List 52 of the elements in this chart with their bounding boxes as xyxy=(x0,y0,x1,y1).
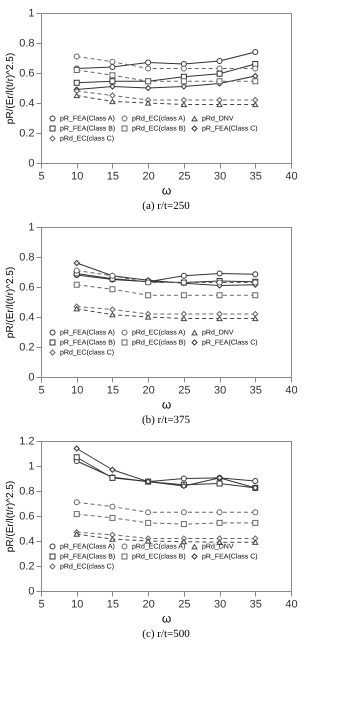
y-tick-label: 0.8 xyxy=(19,38,34,50)
y-tick-label: 0.8 xyxy=(19,252,34,264)
y-tick-label: 0.4 xyxy=(19,312,34,324)
x-tick-label: 20 xyxy=(142,384,155,396)
y-tick-label: 0.6 xyxy=(19,68,34,80)
y-tick-label: 0.2 xyxy=(19,560,34,572)
x-tick-label: 30 xyxy=(214,598,226,610)
x-tick-label: 10 xyxy=(71,384,84,396)
x-tick-label: 5 xyxy=(38,598,45,610)
x-tick-label: 25 xyxy=(178,384,190,396)
x-axis-title: ω xyxy=(162,398,172,412)
x-tick-label: 10 xyxy=(71,598,84,610)
x-tick-label: 15 xyxy=(106,384,120,396)
x-tick-label: 35 xyxy=(250,598,262,610)
y-tick-label: 0.2 xyxy=(19,128,34,140)
text: (c) r/t=500 xyxy=(142,628,190,640)
y-tick-label: 1 xyxy=(28,8,34,20)
y-tick-label: 0.4 xyxy=(19,98,34,110)
y-tick-label: 0.2 xyxy=(19,342,34,354)
x-tick-label: 5 xyxy=(38,384,45,396)
x-tick-label: 20 xyxy=(142,598,155,610)
y-axis-title: pR/(Er/l(t/r)^2.5) xyxy=(5,266,16,338)
x-tick-label: 25 xyxy=(178,170,190,182)
y-tick-label: 0.8 xyxy=(19,486,34,498)
x-tick-label: 15 xyxy=(106,598,120,610)
y-tick-label: 0.6 xyxy=(19,282,34,294)
y-axis-title: pR/(Er/l(t/r)^2.5) xyxy=(5,480,16,552)
y-tick-label: 0 xyxy=(28,158,34,170)
x-tick-label: 40 xyxy=(285,170,298,182)
y-tick-label: 1 xyxy=(28,222,34,234)
y-tick-label: 1 xyxy=(28,460,34,472)
y-tick-label: 0.6 xyxy=(19,510,34,522)
text: (b) r/t=375 xyxy=(142,414,191,426)
y-tick-label: 0 xyxy=(28,372,34,384)
y-axis-title: pR/(Er/l(t/r)^2.5) xyxy=(5,52,16,124)
x-tick-label: 5 xyxy=(38,170,45,182)
y-tick-label: 1.2 xyxy=(19,436,34,448)
x-tick-label: 10 xyxy=(71,170,84,182)
x-tick-label: 40 xyxy=(285,598,298,610)
x-tick-label: 35 xyxy=(250,384,262,396)
x-tick-label: 25 xyxy=(178,598,190,610)
y-tick-label: 0.4 xyxy=(19,536,34,548)
x-tick-label: 35 xyxy=(250,170,262,182)
x-axis-title: ω xyxy=(162,184,172,198)
x-tick-label: 40 xyxy=(285,384,298,396)
x-tick-label: 30 xyxy=(214,384,226,396)
x-axis-title: ω xyxy=(162,612,172,626)
x-tick-label: 30 xyxy=(214,170,226,182)
x-tick-label: 20 xyxy=(142,170,155,182)
text: (a) r/t=250 xyxy=(142,200,190,212)
y-tick-label: 0 xyxy=(28,586,34,598)
x-tick-label: 15 xyxy=(106,170,120,182)
